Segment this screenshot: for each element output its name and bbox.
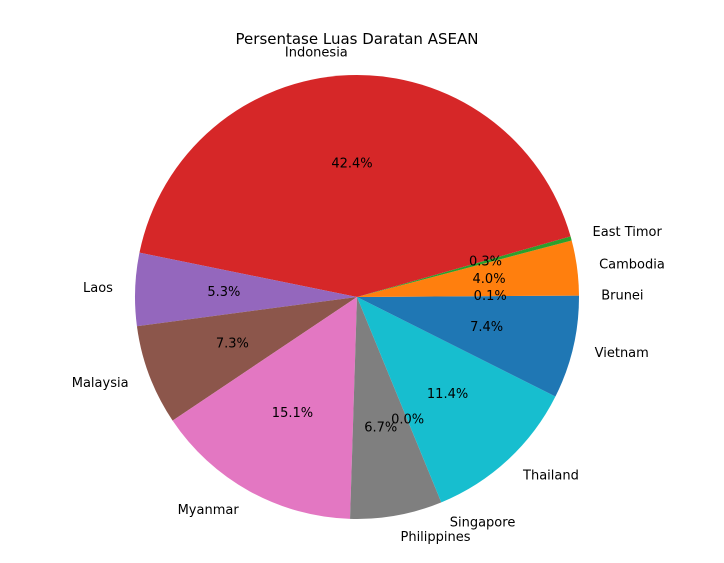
pie-slice-laos [134, 252, 357, 327]
slice-label-malaysia: Malaysia [72, 376, 129, 391]
slice-label-philippines: Philippines [400, 530, 470, 545]
slice-label-vietnam: Vietnam [595, 346, 649, 361]
chart-title: Persentase Luas Daratan ASEAN [236, 30, 479, 48]
slice-label-singapore: Singapore [450, 515, 516, 530]
pie-slice-brunei [357, 295, 579, 297]
pct-label-brunei: 0.1% [474, 289, 507, 304]
pie-slice-indonesia [139, 75, 571, 298]
pie-slice-philippines [350, 297, 442, 519]
pie-slice-east-timor [357, 236, 572, 297]
slice-label-cambodia: Cambodia [599, 257, 665, 272]
pct-label-cambodia: 4.0% [473, 272, 506, 287]
pie-slice-myanmar [172, 297, 357, 519]
pie-labels: Brunei 0.1% Cambodia 4.0% East Timor 0.3% Indo… [72, 45, 665, 544]
pct-label-thailand: 11.4% [427, 387, 468, 402]
pie-slice-cambodia [357, 240, 579, 297]
slice-label-myanmar: Myanmar [178, 503, 240, 518]
pct-label-indonesia: 42.4% [331, 156, 372, 171]
pct-label-east-timor: 0.3% [469, 254, 502, 269]
pct-label-vietnam: 7.4% [470, 320, 503, 335]
pie-slice-vietnam [357, 297, 579, 397]
pct-label-malaysia: 7.3% [216, 337, 249, 352]
slice-label-laos: Laos [83, 281, 113, 296]
pct-label-myanmar: 15.1% [272, 406, 313, 421]
slice-label-thailand: Thailand [522, 469, 579, 484]
slice-label-brunei: Brunei [601, 289, 643, 304]
pie-slice-thailand [357, 297, 556, 503]
slice-label-indonesia: Indonesia [285, 45, 348, 60]
pie-slices [134, 75, 579, 519]
pct-label-philippines: 6.7% [364, 421, 397, 436]
slice-label-east-timor: East Timor [593, 225, 663, 240]
pie-slice-malaysia [136, 297, 357, 421]
pct-label-laos: 5.3% [207, 285, 240, 300]
pct-label-singapore: 0.0% [391, 413, 424, 428]
